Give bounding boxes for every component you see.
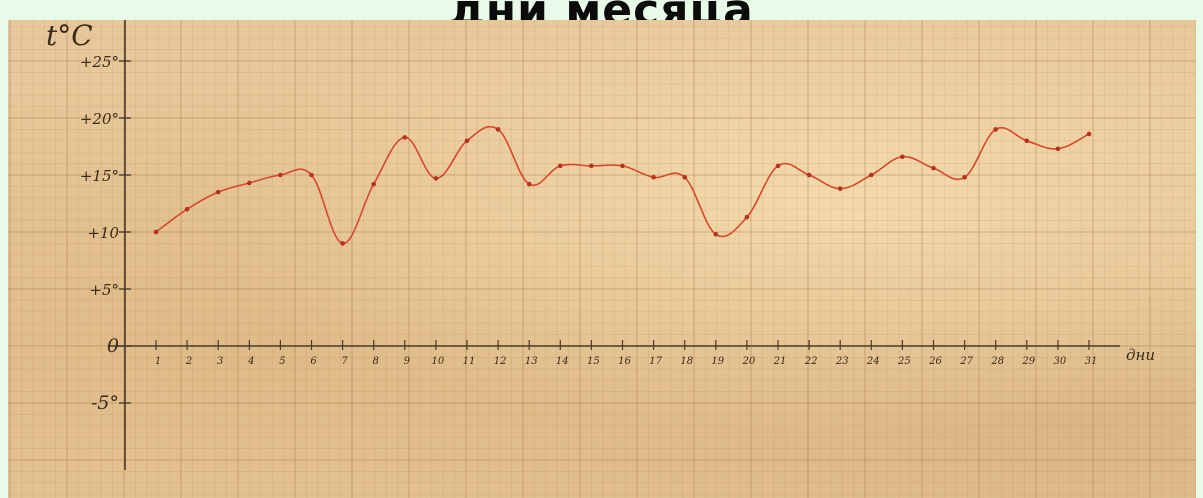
data-point: [371, 181, 377, 187]
x-tick-label: 28: [990, 356, 1004, 367]
x-tick-label: 25: [897, 356, 911, 367]
x-tick-label: 27: [959, 356, 973, 367]
x-tick-label: 23: [835, 356, 849, 367]
data-point: [402, 135, 408, 140]
x-tick-label: 8: [373, 356, 379, 367]
x-tick-label: 6: [310, 356, 317, 367]
data-point: [184, 206, 190, 212]
data-point: [153, 229, 159, 235]
x-tick-label: 11: [463, 356, 476, 367]
data-point: [247, 180, 252, 186]
data-point: [620, 163, 625, 169]
x-tick-label: 26: [928, 356, 942, 367]
x-tick-label: 19: [711, 356, 724, 367]
x-tick-label: 24: [866, 356, 880, 367]
data-point: [900, 154, 905, 160]
y-tick-label: +25°: [80, 53, 119, 71]
x-tick-label: 22: [804, 356, 818, 367]
x-tick-label: 15: [587, 356, 600, 367]
x-tick-label: 20: [742, 356, 756, 367]
x-tick-labels: 1 2 3 4 5 6 7 8 9 10 11 12 13 14 15 16 17 18 19 20 21 22 23 24 2…: [155, 340, 1098, 367]
data-point: [931, 165, 936, 171]
y-tick-label: +15°: [80, 167, 119, 185]
y-tick-label: 0: [107, 335, 119, 357]
y-tick-label: +20°: [80, 110, 119, 128]
data-point: [651, 174, 656, 180]
data-point: [278, 172, 283, 178]
x-tick-label: 29: [1021, 356, 1035, 367]
y-tick-label: +10: [87, 224, 119, 242]
x-tick-label: 30: [1054, 356, 1067, 367]
data-point: [713, 231, 719, 237]
y-tick-labels: +25° +20° +15° +10 +5° 0 -5°: [80, 53, 131, 414]
data-point: [869, 172, 874, 178]
x-axis-label: дни: [1126, 346, 1155, 364]
data-point: [744, 214, 750, 220]
x-tick-label: 5: [279, 356, 285, 367]
x-tick-label: 18: [680, 356, 693, 367]
data-point: [340, 241, 345, 246]
x-tick-label: 9: [404, 356, 411, 367]
x-tick-label: 3: [217, 356, 223, 367]
x-tick-label: 14: [556, 356, 569, 367]
x-tick-label: 31: [1085, 356, 1098, 367]
data-points: [153, 127, 1092, 246]
x-tick-label: 17: [649, 356, 662, 367]
data-point: [682, 174, 687, 180]
data-point: [1055, 146, 1061, 152]
x-tick-label: 2: [185, 356, 192, 367]
x-tick-label: 7: [341, 356, 348, 367]
y-tick-label: +5°: [89, 281, 119, 299]
data-point: [558, 163, 563, 169]
data-point: [433, 176, 439, 181]
data-point: [775, 163, 781, 169]
data-point: [806, 172, 812, 178]
data-point: [1024, 138, 1030, 144]
data-point: [837, 186, 843, 191]
x-tick-label: 1: [155, 356, 161, 367]
data-point: [495, 127, 501, 132]
grid: [8, 20, 1196, 498]
y-axis-label: t°C: [46, 20, 93, 52]
data-point: [993, 127, 998, 132]
x-tick-label: 16: [618, 356, 631, 367]
x-tick-label: 12: [494, 356, 507, 367]
x-tick-label: 4: [247, 356, 254, 367]
data-point: [962, 174, 967, 180]
axes: [108, 20, 1120, 470]
x-tick-label: 21: [773, 356, 787, 367]
data-point: [589, 163, 594, 169]
series-line: [155, 125, 1090, 245]
data-point: [1086, 131, 1092, 137]
x-tick-label: 10: [432, 356, 445, 367]
data-point: [526, 181, 532, 187]
data-point: [464, 138, 470, 144]
data-point: [309, 172, 314, 178]
x-tick-label: 13: [525, 356, 538, 367]
data-point: [215, 189, 221, 195]
y-tick-label: -5°: [91, 392, 119, 414]
